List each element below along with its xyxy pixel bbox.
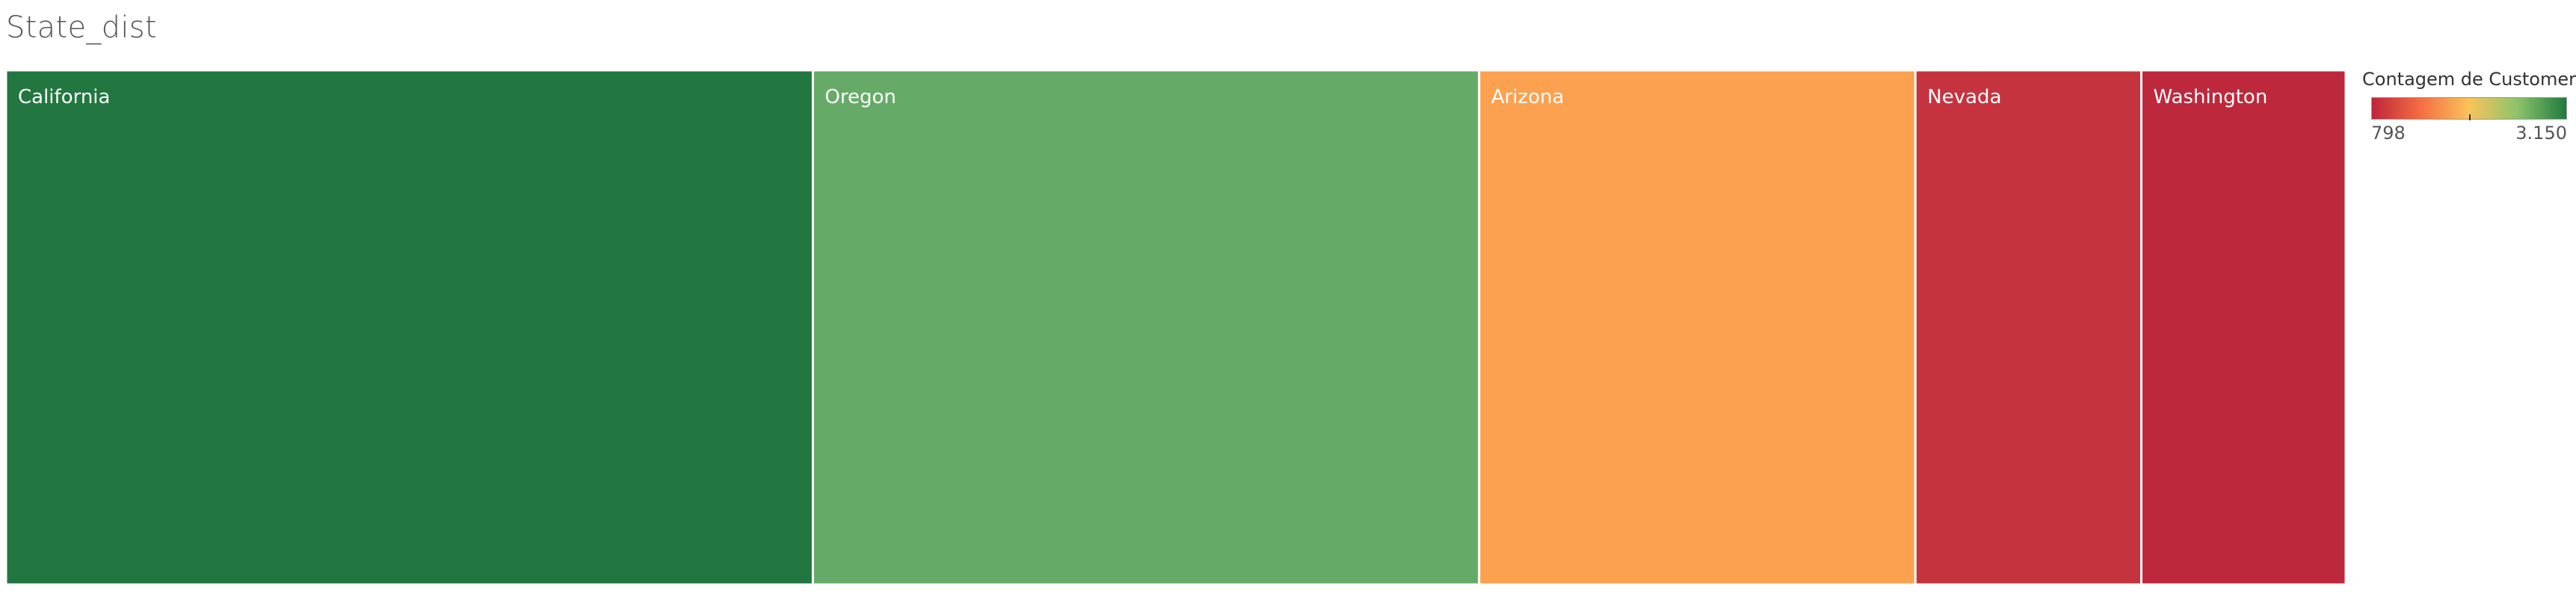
- legend-ticks: 798 3.150: [2371, 120, 2567, 145]
- treemap-cell-washington[interactable]: Washington: [2140, 70, 2346, 585]
- treemap-chart: California Oregon Arizona Nevada Washington: [6, 70, 2346, 585]
- treemap-label: California: [18, 86, 110, 108]
- treemap-cell-oregon[interactable]: Oregon: [811, 70, 1481, 585]
- legend-max-label: 3.150: [2515, 123, 2567, 144]
- treemap-label: Washington: [2154, 86, 2268, 108]
- treemap-cell-california[interactable]: California: [6, 70, 814, 585]
- treemap-label: Nevada: [1927, 86, 2001, 108]
- legend-min-label: 798: [2371, 123, 2406, 144]
- treemap-cell-nevada[interactable]: Nevada: [1914, 70, 2143, 585]
- treemap-cell-arizona[interactable]: Arizona: [1478, 70, 1917, 585]
- legend-gradient-bar: [2371, 97, 2567, 120]
- legend-title: Contagem de Customer: [2362, 69, 2576, 90]
- treemap-rect[interactable]: [1914, 70, 2143, 585]
- treemap-rect[interactable]: [2140, 70, 2346, 585]
- treemap-label: Oregon: [825, 86, 896, 108]
- treemap-rect[interactable]: [811, 70, 1481, 585]
- treemap-rect[interactable]: [6, 70, 814, 585]
- legend-midpoint-marker: [2469, 114, 2471, 120]
- treemap-rect[interactable]: [1478, 70, 1917, 585]
- treemap-label: Arizona: [1491, 86, 1565, 108]
- chart-title: State_dist: [6, 10, 157, 45]
- color-legend: Contagem de Customer 798 3.150: [2362, 69, 2576, 145]
